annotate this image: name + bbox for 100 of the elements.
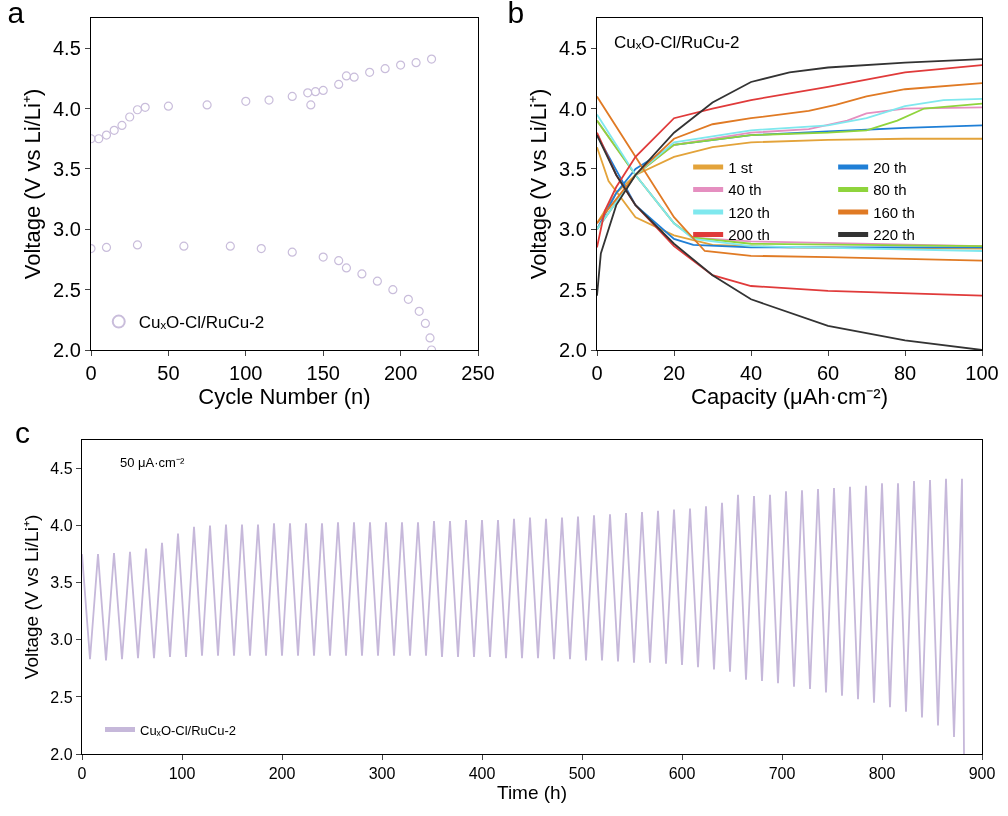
point [117, 120, 127, 131]
x-tick-label: 0 [85, 362, 97, 385]
point [403, 294, 413, 304]
y-tick-label: 3.5 [52, 157, 81, 180]
point [101, 242, 112, 252]
y-tick-label: 3.0 [50, 631, 73, 649]
point [109, 125, 119, 135]
point [396, 60, 406, 70]
x-tick-label: 0 [77, 765, 87, 783]
annotation: 50 μA·cm⁻² [120, 455, 185, 470]
x-tick-label: 500 [568, 765, 596, 783]
legend-label: 40 th [728, 181, 762, 199]
y-tick-label: 2.5 [50, 688, 73, 706]
point [411, 58, 421, 68]
point [341, 263, 352, 273]
legend-label: 120 th [728, 203, 770, 221]
y-tick-label: 2.5 [52, 278, 81, 301]
chart-title: c [15, 415, 31, 449]
point [303, 88, 313, 98]
point [341, 71, 352, 81]
point [318, 252, 328, 262]
point [349, 72, 359, 82]
x-tick-label: 100 [168, 765, 196, 783]
y-tick-label: 4.5 [558, 37, 587, 60]
x-tick-label: 900 [968, 765, 996, 783]
y-tick-label: 2.0 [50, 745, 73, 763]
legend-label: CuₓO-Cl/RuCu-2 [140, 722, 237, 738]
point [256, 243, 266, 254]
annotation: CuₓO-Cl/RuCu-2 [614, 33, 740, 52]
x-tick-label: 200 [383, 362, 418, 385]
y-tick-label: 4.5 [52, 37, 81, 60]
point [94, 134, 104, 144]
x-axis-title: Capacity (μAh·cm⁻²) [691, 384, 888, 410]
y-tick-label: 4.5 [50, 460, 73, 478]
legend-label: 20 th [873, 158, 907, 176]
x-axis-title: Cycle Number (n) [198, 384, 371, 410]
y-tick-label: 2.0 [52, 339, 81, 361]
x-tick-label: 100 [965, 362, 999, 385]
x-tick-label: 0 [591, 362, 603, 385]
y-tick-label: 2.0 [558, 339, 587, 361]
point [334, 79, 344, 89]
x-tick-label: 300 [368, 765, 396, 783]
point [132, 105, 143, 115]
legend-label: 80 th [873, 181, 907, 199]
y-tick-label: 2.5 [558, 278, 587, 301]
point [414, 306, 424, 316]
point [202, 100, 212, 110]
point [241, 96, 251, 106]
point [426, 54, 437, 64]
y-axis-title: Voltage (V vs Li/Li⁺) [525, 88, 551, 280]
point [318, 85, 328, 96]
point [163, 101, 173, 111]
point [306, 100, 316, 110]
x-tick-label: 700 [768, 765, 796, 783]
point [365, 67, 375, 77]
x-tick-label: 150 [306, 362, 340, 385]
point [132, 240, 143, 250]
x-axis-title: Time (h) [496, 782, 568, 804]
point [380, 64, 390, 74]
point [125, 112, 135, 122]
point [372, 276, 382, 286]
point [388, 285, 398, 295]
line-series [82, 477, 965, 754]
legend-label: 1 st [728, 158, 754, 176]
point [420, 318, 430, 329]
y-tick-label: 3.5 [558, 157, 587, 180]
point [357, 269, 367, 279]
point [179, 241, 189, 251]
y-tick-label: 3.0 [558, 218, 587, 241]
point [264, 95, 274, 105]
y-tick-label: 4.0 [50, 517, 73, 535]
chart-title: a [7, 0, 25, 30]
y-tick-label: 3.5 [50, 574, 73, 592]
legend-label: 220 th [873, 226, 915, 244]
y-tick-label: 4.0 [558, 97, 587, 120]
x-tick-label: 600 [668, 765, 696, 783]
x-tick-label: 50 [157, 362, 180, 385]
chart-title: b [507, 0, 525, 30]
x-tick-label: 400 [468, 765, 496, 783]
x-tick-label: 800 [868, 765, 896, 783]
point [225, 241, 235, 251]
point [334, 256, 344, 266]
point [287, 247, 297, 257]
x-tick-label: 80 [893, 362, 917, 385]
y-tick-label: 4.0 [52, 97, 81, 120]
legend-label: 160 th [873, 203, 915, 221]
y-axis-title: Voltage (V vs Li/Li⁺) [21, 514, 43, 680]
point [140, 102, 150, 112]
x-tick-label: 100 [229, 362, 263, 385]
y-axis-title: Voltage (V vs Li/Li⁺) [19, 88, 45, 280]
point [101, 130, 112, 140]
y-tick-label: 3.0 [52, 218, 81, 241]
legend-label: 200 th [728, 226, 770, 244]
line-series [597, 64, 982, 249]
x-tick-label: 250 [461, 362, 495, 385]
point [310, 87, 321, 97]
x-tick-label: 20 [662, 362, 686, 385]
x-tick-label: 40 [739, 362, 763, 385]
legend-label: CuₓO-Cl/RuCu-2 [138, 313, 265, 333]
point [287, 91, 297, 102]
